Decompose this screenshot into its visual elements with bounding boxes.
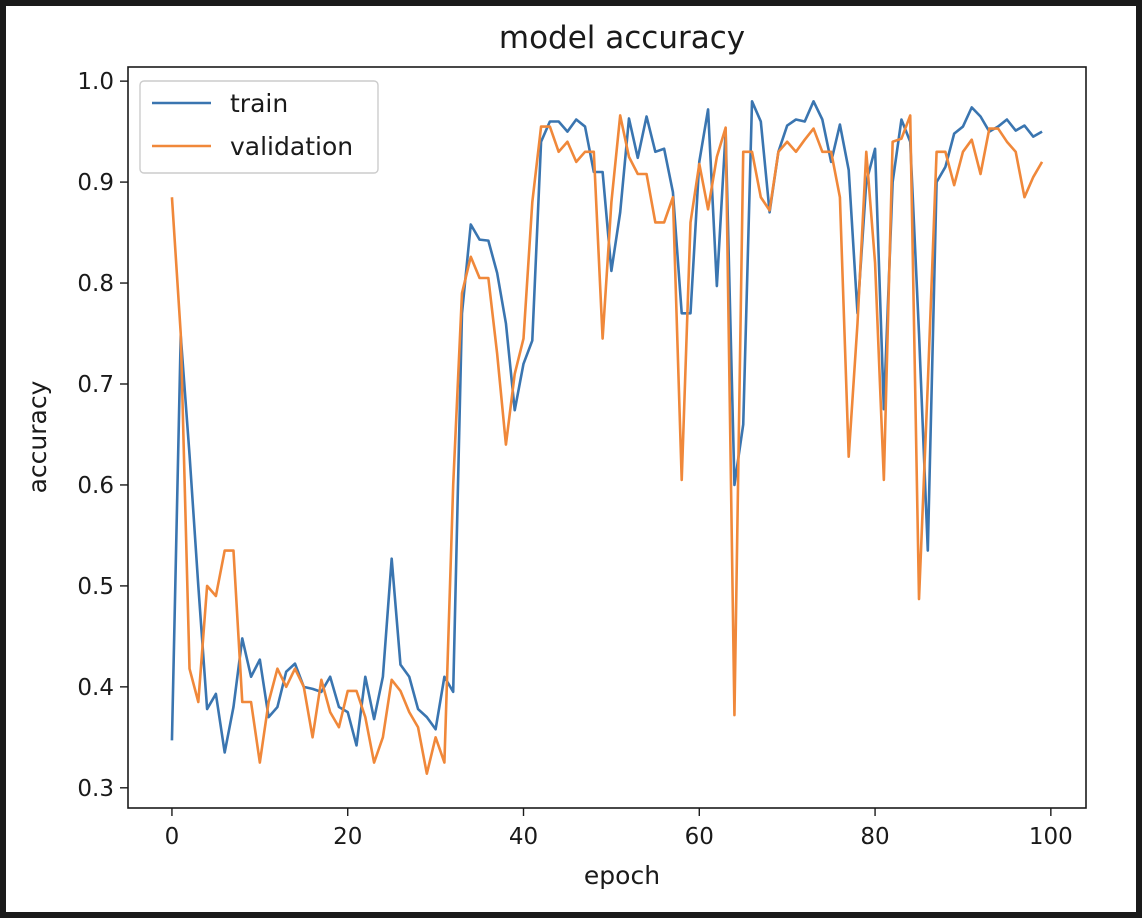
x-tick-label: 40 <box>509 824 538 850</box>
y-tick-label: 0.9 <box>77 170 114 196</box>
y-tick-label: 0.7 <box>77 372 114 398</box>
legend-label-train: train <box>230 89 288 118</box>
x-tick-label: 60 <box>685 824 714 850</box>
figure-canvas: model accuracy 0 20 40 60 80 100 0.3 0.4 0.5 0.6… <box>6 6 1136 912</box>
x-tick-label: 80 <box>860 824 889 850</box>
y-axis-ticks: 0.3 0.4 0.5 0.6 0.7 0.8 0.9 1.0 <box>77 69 128 802</box>
x-tick-label: 100 <box>1029 824 1073 850</box>
axes-frame <box>127 66 1087 809</box>
accuracy-chart: model accuracy 0 20 40 60 80 100 0.3 0.4 0.5 0.6… <box>23 20 1087 890</box>
series-line-train <box>170 100 1043 754</box>
x-tick-label: 20 <box>333 824 362 850</box>
x-axis-label: epoch <box>584 861 660 890</box>
y-tick-label: 0.8 <box>77 271 114 297</box>
chart-title: model accuracy <box>499 20 745 56</box>
plot-lines <box>170 100 1044 775</box>
y-tick-label: 0.5 <box>77 574 114 600</box>
legend: train validation <box>139 80 379 174</box>
y-tick-label: 0.3 <box>77 776 114 802</box>
series-line-validation <box>170 114 1044 775</box>
legend-label-validation: validation <box>230 132 353 161</box>
y-tick-label: 0.4 <box>77 675 114 701</box>
x-axis-ticks: 0 20 40 60 80 100 <box>165 808 1073 850</box>
x-tick-label: 0 <box>165 824 180 850</box>
y-axis-label: accuracy <box>23 380 52 493</box>
y-tick-label: 1.0 <box>77 69 114 95</box>
y-tick-label: 0.6 <box>77 473 114 499</box>
